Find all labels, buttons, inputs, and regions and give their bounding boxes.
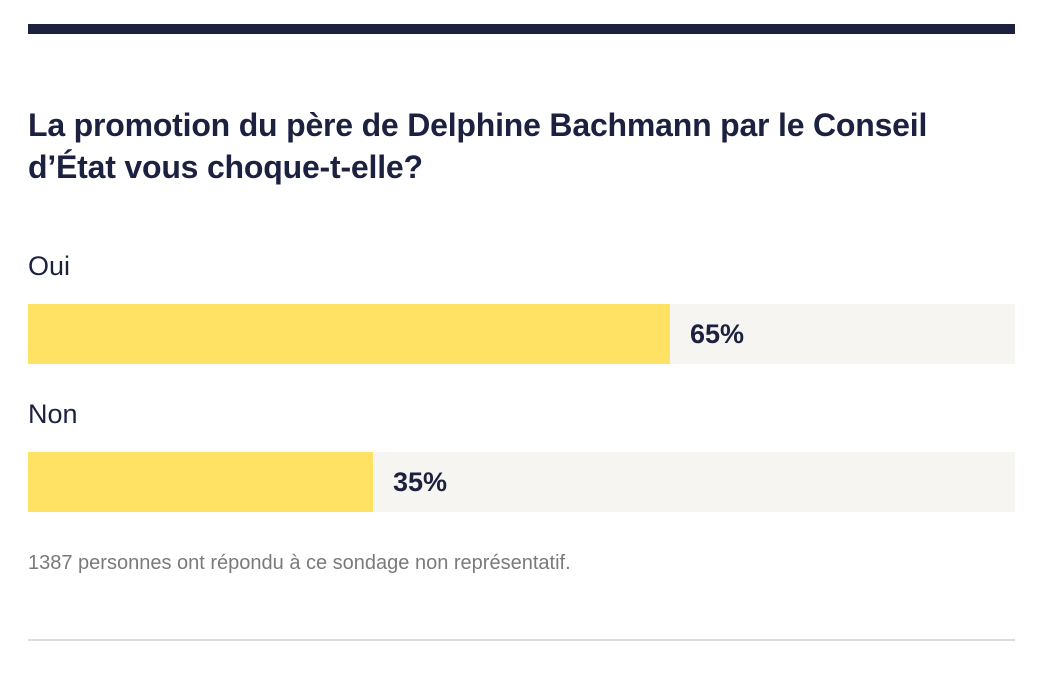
poll-question: La promotion du père de Delphine Bachman… bbox=[28, 107, 928, 185]
option-bar-fill-oui bbox=[28, 304, 670, 364]
bottom-divider bbox=[28, 639, 1015, 641]
poll-widget: La promotion du père de Delphine Bachman… bbox=[28, 0, 1015, 680]
option-percent-oui: 65% bbox=[690, 319, 745, 349]
top-divider bbox=[28, 24, 1015, 34]
option-bar-oui: 65% bbox=[28, 304, 1015, 364]
option-label-oui: Oui bbox=[28, 251, 71, 281]
poll-footnote: 1387 personnes ont répondu à ce sondage … bbox=[28, 552, 571, 574]
option-bar-fill-non bbox=[28, 452, 373, 512]
option-bar-non: 35% bbox=[28, 452, 1015, 512]
option-label-non: Non bbox=[28, 399, 78, 429]
option-percent-non: 35% bbox=[393, 467, 448, 497]
